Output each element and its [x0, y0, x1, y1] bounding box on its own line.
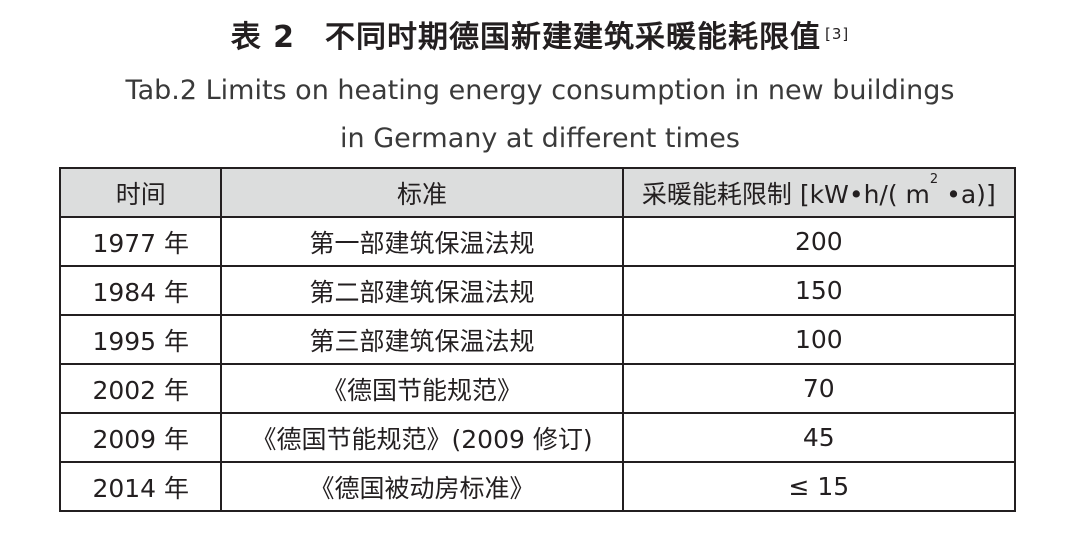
- heating-limits-table: 时间 标准 采暖能耗限制 [kW•h/( m2 •a)] 1977 年 第一部建…: [58, 167, 1017, 512]
- cell-standard: 第二部建筑保温法规: [220, 265, 624, 316]
- table-row: 2002 年 《德国节能规范》 70: [58, 363, 1017, 414]
- cell-year: 2002 年: [58, 363, 223, 414]
- header-limit-superscript: 2: [929, 171, 939, 187]
- reference-marker: [3]: [825, 25, 850, 43]
- header-limit-text: 采暖能耗限制 [kW•h/( m: [641, 179, 930, 209]
- header-limit: 采暖能耗限制 [kW•h/( m2 •a)]: [621, 167, 1017, 218]
- cell-standard: 《德国节能规范》(2009 修订): [220, 412, 624, 463]
- cell-limit: ≤ 15: [621, 461, 1017, 512]
- cell-year: 2014 年: [58, 461, 223, 512]
- table-row: 1984 年 第二部建筑保温法规 150: [58, 265, 1017, 316]
- table-title: 不同时期德国新建建筑采暖能耗限值: [325, 20, 822, 55]
- header-time: 时间: [58, 167, 223, 218]
- cell-year: 2009 年: [58, 412, 223, 463]
- cell-standard: 《德国节能规范》: [220, 363, 624, 414]
- cell-limit: 100: [621, 314, 1017, 365]
- cell-year: 1995 年: [58, 314, 223, 365]
- table-row: 1977 年 第一部建筑保温法规 200: [58, 216, 1017, 267]
- cell-limit: 150: [621, 265, 1017, 316]
- cell-limit: 70: [621, 363, 1017, 414]
- table-row: 1995 年 第三部建筑保温法规 100: [58, 314, 1017, 365]
- table-number: 表 2: [230, 20, 296, 55]
- cell-standard: 第一部建筑保温法规: [220, 216, 624, 267]
- cell-year: 1984 年: [58, 265, 223, 316]
- table-caption-english-line-1: Tab.2 Limits on heating energy consumpti…: [125, 75, 955, 106]
- table-caption-title: 表 2 不同时期德国新建建筑采暖能耗限值 [3]: [0, 18, 1080, 58]
- header-limit-suffix: •a)]: [938, 179, 996, 209]
- cell-year: 1977 年: [58, 216, 223, 267]
- cell-standard: 《德国被动房标准》: [220, 461, 624, 512]
- table-header-row: 时间 标准 采暖能耗限制 [kW•h/( m2 •a)]: [58, 167, 1017, 218]
- header-standard: 标准: [220, 167, 624, 218]
- cell-standard: 第三部建筑保温法规: [220, 314, 624, 365]
- table-caption-english-line-2: in Germany at different times: [340, 123, 740, 154]
- cell-limit: 45: [621, 412, 1017, 463]
- table-row: 2014 年 《德国被动房标准》 ≤ 15: [58, 461, 1017, 512]
- table-row: 2009 年 《德国节能规范》(2009 修订) 45: [58, 412, 1017, 463]
- cell-limit: 200: [621, 216, 1017, 267]
